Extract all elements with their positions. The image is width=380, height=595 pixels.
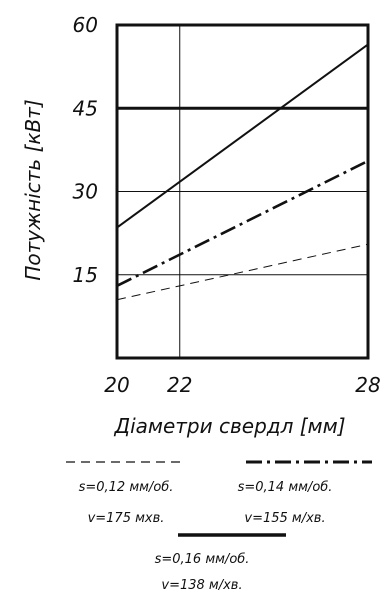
legend: s=0,16 мм/об. v=138 м/хв. s=0,14 мм/об. v=1… [66,460,372,593]
legend-label-dashdot-speed: v=155 м/хв. [244,511,325,526]
series-line-solid [116,43,369,229]
plot-frame [115,23,370,360]
y-tick-label-45: 45 [73,96,98,120]
x-axis-title: Діаметри свердл [мм] [113,414,345,438]
x-tick-label-20: 20 [104,373,129,397]
series-line-dashdot [116,159,369,288]
y-tick-label-30: 30 [73,180,98,204]
y-tick-label-15: 15 [73,263,98,287]
legend-label-solid-speed: v=138 м/хв. [161,578,242,593]
legend-label-solid-feed: s=0,16 мм/об. [155,552,250,567]
legend-label-dashed-feed: s=0,12 мм/об. [79,480,174,495]
y-tick-label-60: 60 [73,13,98,37]
series-lines [116,43,369,301]
x-tick-label-28: 28 [355,373,380,397]
x-tick-label-22: 22 [167,373,192,397]
series-line-dashed [116,243,369,301]
y-axis-title: Потужність [кВт] [21,99,45,280]
grid-lines [116,24,369,358]
legend-label-dashed-speed: v=175 мхв. [88,511,165,526]
x-tick-labels: 20 22 28 [104,373,380,397]
legend-label-dashdot-feed: s=0,14 мм/об. [238,480,333,495]
y-tick-labels: 60 45 30 15 [73,13,98,287]
